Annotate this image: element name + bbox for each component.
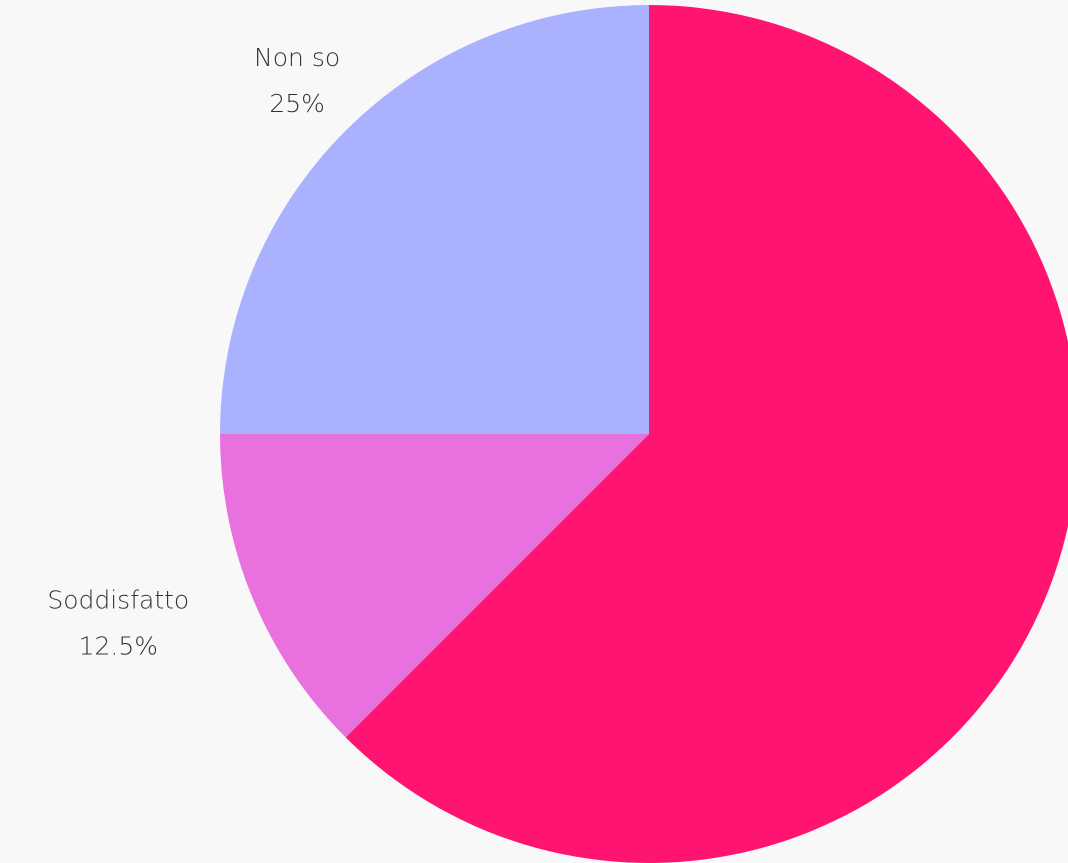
pie-slice: [220, 434, 649, 738]
slice-value: 12.5%: [79, 631, 158, 660]
slice-label: Non so: [254, 43, 340, 72]
slice-label: Soddisfatto: [47, 585, 189, 614]
slice-value: 25%: [269, 89, 325, 118]
pie-slice: [220, 5, 649, 434]
pie-slice: [345, 5, 1068, 863]
